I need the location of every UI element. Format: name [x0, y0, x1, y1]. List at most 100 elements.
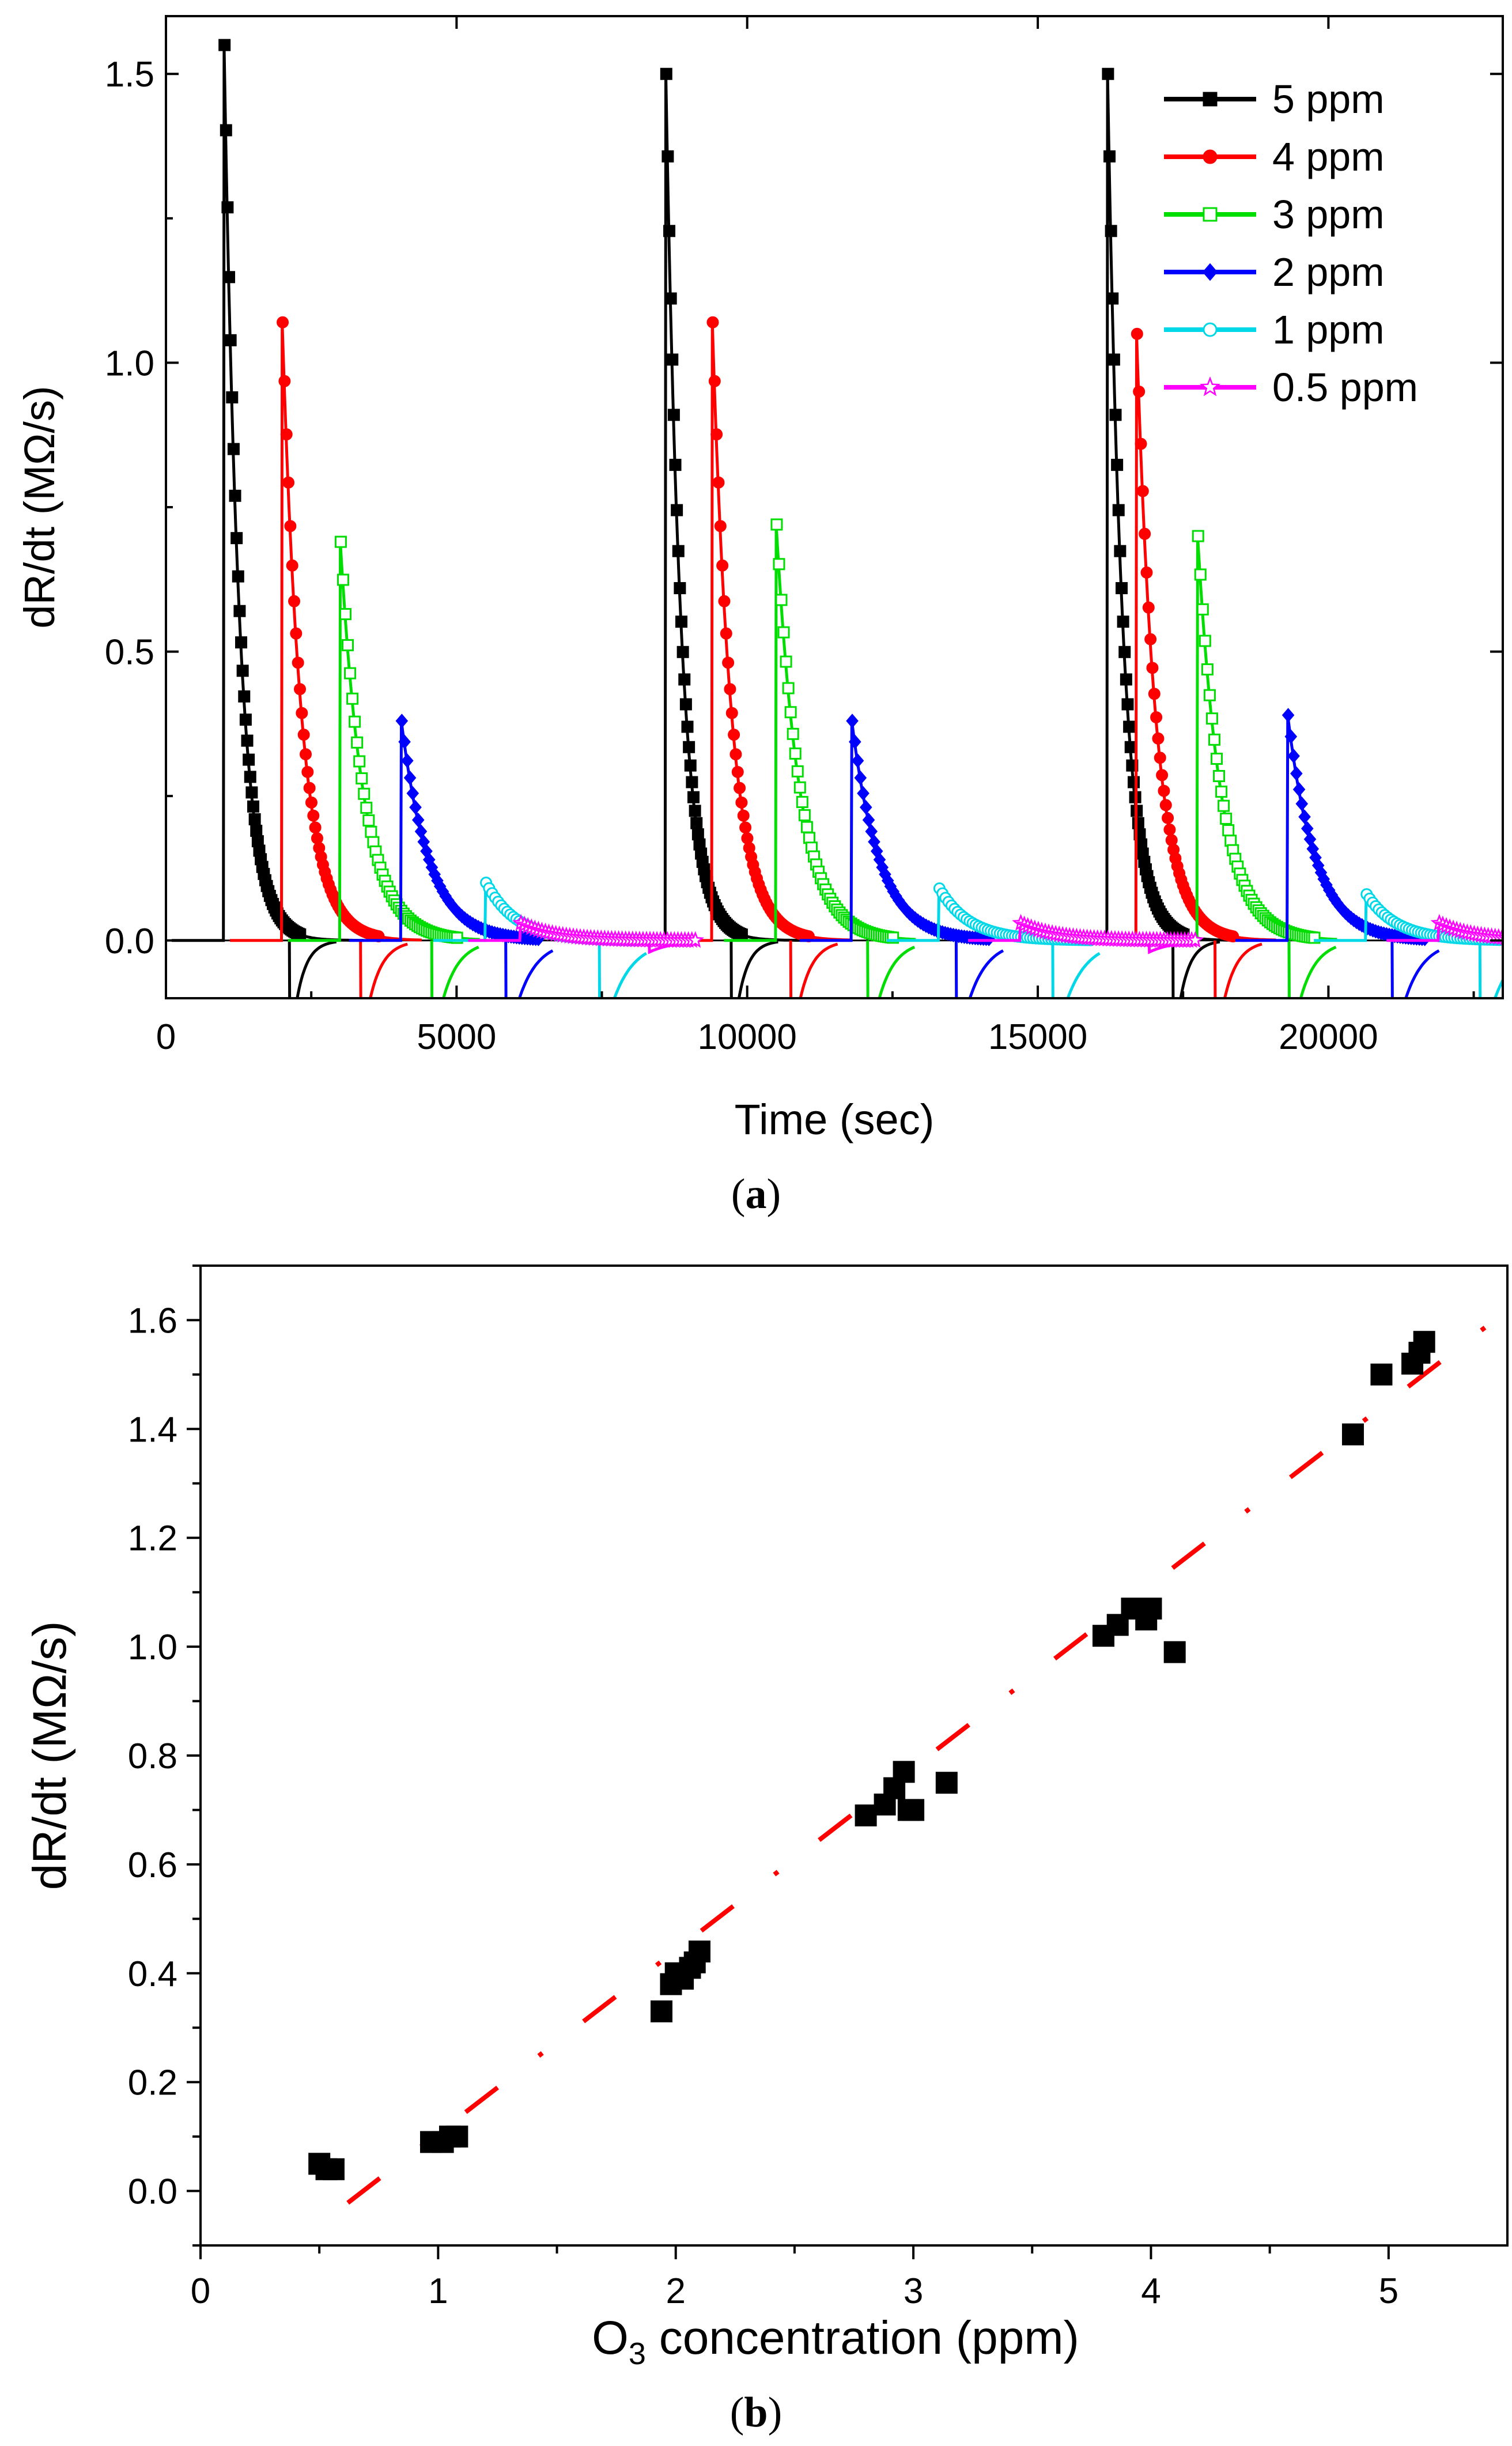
- chart-a-point-2-1: [796, 796, 808, 809]
- chart-a-point-1-1: [737, 809, 750, 822]
- chart-a-point-3-0: [401, 753, 414, 768]
- chart-a-point-1-2: [1165, 834, 1178, 847]
- chart-a-point-2-0: [362, 814, 375, 826]
- chart-a-point-3-2: [1301, 821, 1314, 836]
- chart-a-point-1-0: [294, 683, 307, 696]
- chart-b-point-14: [855, 1804, 877, 1826]
- chart-a-point-3-1: [854, 770, 867, 786]
- chart-a-point-0-2: [1107, 353, 1120, 366]
- chart-a-point-1-1: [735, 796, 748, 809]
- chart-a-point-3-2: [1325, 888, 1339, 903]
- chart-b-x-tick-label: 5: [1379, 2271, 1398, 2311]
- chart-a-point-0-1: [691, 828, 704, 841]
- chart-a-point-2-0: [356, 772, 368, 785]
- chart-a-x-tick-label: 0: [156, 1017, 176, 1057]
- chart-a-point-0-0: [226, 391, 239, 403]
- chart-b-plot-frame: [199, 1264, 1509, 2247]
- chart-a-point-3-0: [433, 879, 447, 894]
- chart-a-point-1-1: [718, 595, 731, 607]
- chart-a-point-3-1: [857, 786, 870, 801]
- chart-a-point-1-0: [305, 796, 317, 809]
- chart-a-point-2-2: [1222, 824, 1235, 837]
- chart-a-point-2-1: [782, 682, 795, 694]
- chart-a-x-tick-label: 5000: [417, 1017, 496, 1057]
- chart-a-x-tick-label: 10000: [697, 1017, 796, 1057]
- chart-a-point-0-0: [235, 636, 248, 649]
- chart-a-point-2-1: [800, 821, 813, 833]
- chart-a-point-2-2: [1205, 712, 1218, 725]
- chart-a-point-5-2: [1509, 931, 1512, 945]
- chart-a-point-2-2: [1208, 733, 1220, 746]
- chart-b-point-17: [893, 1761, 915, 1783]
- chart-a-point-0-2: [1115, 582, 1128, 594]
- chart-a-point-1-1: [722, 656, 735, 669]
- chart-a-y-axis-title: dR/dt (MΩ/s): [16, 386, 63, 628]
- chart-a-point-1-0: [278, 375, 291, 387]
- chart-b-caption: (b): [730, 2389, 782, 2436]
- chart-b-x-tick-label: 2: [666, 2271, 685, 2311]
- chart-a-point-2-2: [1194, 568, 1207, 581]
- chart-a-point-0-0: [232, 570, 244, 583]
- chart-a-ticks: 0 5000 10000 15000 20000 0.0 0.5 1.0 1.5: [105, 16, 1503, 1057]
- chart-a-point-2-1: [784, 706, 797, 719]
- chart-a-y-tick-label: 0.5: [105, 633, 154, 673]
- chart-b-ticks: 0 1 2 3 4 5 0.0 0.2 0.4 0.6 0.8 1.0 1.2 1.4 1.6: [128, 1264, 1398, 2311]
- chart-a-series-4-ppm: [230, 316, 1276, 998]
- chart-a-point-0-2: [1118, 646, 1131, 658]
- chart-b-point-31: [1413, 1331, 1435, 1353]
- chart-a-point-1-2: [1150, 711, 1163, 724]
- chart-a-undershoot-4-0: [598, 940, 647, 998]
- chart-a-undershoot-1-0: [359, 940, 408, 998]
- chart-a-point-0-2: [1120, 673, 1132, 686]
- chart-a-point-0-1: [690, 817, 703, 829]
- chart-a-point-2-2: [1203, 689, 1216, 701]
- chart-a-point-0-1: [675, 616, 688, 628]
- legend-marker-5: [1200, 376, 1220, 397]
- chart-a-point-4-2: [1510, 935, 1512, 945]
- chart-a-point-3-2: [1295, 797, 1309, 811]
- legend-label-4: 1 ppm: [1272, 307, 1385, 352]
- chart-a-point-1-0: [288, 595, 301, 607]
- chart-b-y-tick-label: 1.4: [128, 1410, 177, 1450]
- chart-b-fit-line: [346, 1308, 1509, 2205]
- chart-a-point-3-0: [431, 873, 444, 888]
- chart-a-point-4-2: [1502, 938, 1503, 942]
- chart-a-point-0-2: [1106, 292, 1119, 305]
- chart-a-point-2-1: [803, 832, 815, 844]
- chart-a-point-3-2: [1311, 858, 1325, 873]
- chart-a-point-1-0: [307, 809, 320, 822]
- chart-a-point-3-0: [403, 770, 417, 786]
- chart-a-point-3-2: [1284, 729, 1298, 744]
- chart-a-point-2-1: [787, 727, 799, 740]
- chart-a-point-0-0: [245, 786, 258, 799]
- chart-a-point-0-2: [1103, 150, 1116, 163]
- chart-a-point-1-2: [1139, 527, 1151, 540]
- chart-a-point-0-1: [735, 928, 748, 941]
- chart-a-point-1-2: [1133, 385, 1146, 398]
- chart-a-point-1-2: [1135, 437, 1147, 450]
- chart-a-point-0-1: [662, 150, 674, 163]
- chart-b-point-20: [935, 1772, 958, 1794]
- chart-a-point-1-2: [1227, 930, 1239, 943]
- chart-a-point-0-1: [681, 720, 694, 733]
- chart-a-point-2-1: [775, 594, 788, 606]
- chart-a-point-1-2: [1156, 769, 1169, 782]
- chart-a-point-0-0: [218, 39, 231, 51]
- chart-a-point-1-0: [297, 728, 310, 741]
- chart-a-point-3-0: [439, 889, 452, 904]
- chart-a-point-3-0: [395, 714, 409, 728]
- chart-a-point-2-0: [360, 802, 373, 814]
- legend-label-2: 3 ppm: [1272, 192, 1385, 237]
- chart-b-series-group: [308, 1308, 1509, 2205]
- legend-marker-4: [1203, 322, 1218, 337]
- chart-a-point-0-1: [684, 759, 697, 772]
- chart-a-point-1-0: [299, 748, 312, 761]
- chart-a-point-0-2: [1124, 741, 1137, 753]
- chart-b-x-tick-label: 1: [428, 2271, 448, 2311]
- chart-a-y-tick-label: 0.0: [105, 922, 154, 961]
- chart-a-point-0-1: [679, 698, 692, 711]
- chart-a-point-0-0: [224, 334, 237, 346]
- chart-a-point-1-2: [1131, 327, 1143, 340]
- chart-a-point-2-1: [793, 781, 806, 794]
